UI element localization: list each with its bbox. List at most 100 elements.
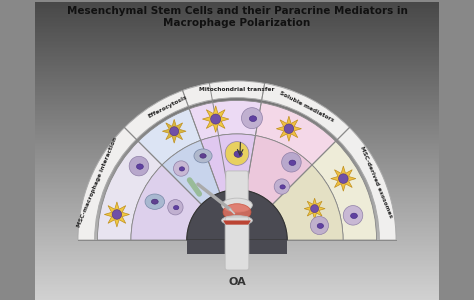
Polygon shape [35, 148, 439, 150]
Polygon shape [35, 218, 439, 219]
Circle shape [284, 124, 294, 134]
Polygon shape [35, 44, 439, 45]
Polygon shape [35, 174, 439, 176]
Polygon shape [163, 119, 186, 143]
Polygon shape [35, 196, 439, 198]
Polygon shape [35, 12, 439, 14]
Polygon shape [35, 102, 439, 104]
Polygon shape [35, 260, 439, 261]
Polygon shape [35, 177, 439, 178]
Polygon shape [35, 282, 439, 284]
Polygon shape [35, 128, 439, 129]
Circle shape [310, 216, 328, 235]
Circle shape [129, 156, 149, 176]
Polygon shape [35, 14, 439, 15]
Polygon shape [35, 150, 439, 152]
Polygon shape [35, 256, 439, 258]
Polygon shape [202, 106, 229, 132]
Polygon shape [35, 54, 439, 56]
Polygon shape [35, 18, 439, 20]
Polygon shape [104, 202, 129, 227]
Polygon shape [35, 154, 439, 156]
Polygon shape [35, 32, 439, 33]
Polygon shape [35, 204, 439, 206]
Polygon shape [35, 258, 439, 260]
Polygon shape [35, 34, 439, 36]
Ellipse shape [194, 149, 212, 163]
Polygon shape [35, 171, 439, 172]
Polygon shape [304, 198, 325, 219]
Polygon shape [35, 82, 439, 84]
Polygon shape [35, 98, 439, 99]
Polygon shape [35, 4, 439, 6]
Polygon shape [187, 240, 287, 254]
Polygon shape [35, 2, 439, 3]
Polygon shape [35, 264, 439, 266]
Polygon shape [35, 3, 439, 4]
Polygon shape [35, 240, 439, 242]
Polygon shape [35, 182, 439, 183]
Polygon shape [35, 266, 439, 267]
Polygon shape [35, 46, 439, 48]
Circle shape [225, 142, 249, 165]
Polygon shape [35, 153, 439, 154]
Polygon shape [35, 24, 439, 26]
Polygon shape [35, 130, 439, 132]
Polygon shape [35, 61, 439, 63]
Polygon shape [35, 230, 439, 231]
Polygon shape [35, 236, 439, 237]
Ellipse shape [151, 199, 158, 204]
Wedge shape [255, 103, 336, 165]
Polygon shape [35, 126, 439, 128]
Ellipse shape [351, 213, 357, 218]
Text: MSC-derived exosomes: MSC-derived exosomes [359, 146, 393, 219]
Polygon shape [35, 232, 439, 234]
Polygon shape [35, 140, 439, 141]
Polygon shape [35, 165, 439, 166]
Polygon shape [35, 69, 439, 70]
Polygon shape [35, 120, 439, 122]
Polygon shape [35, 124, 439, 126]
Polygon shape [35, 132, 439, 134]
Polygon shape [35, 172, 439, 174]
Polygon shape [35, 11, 439, 12]
Polygon shape [35, 103, 439, 105]
Polygon shape [35, 248, 439, 249]
Polygon shape [35, 201, 439, 202]
Ellipse shape [234, 151, 242, 157]
Polygon shape [35, 152, 439, 153]
Polygon shape [35, 169, 439, 171]
Polygon shape [35, 78, 439, 80]
Ellipse shape [289, 160, 296, 166]
Polygon shape [35, 114, 439, 116]
Polygon shape [35, 160, 439, 162]
Polygon shape [35, 202, 439, 204]
Ellipse shape [137, 164, 143, 169]
Polygon shape [35, 280, 439, 282]
Polygon shape [35, 284, 439, 285]
Polygon shape [35, 144, 439, 146]
Polygon shape [35, 189, 439, 190]
Polygon shape [35, 294, 439, 296]
Wedge shape [162, 136, 228, 205]
Polygon shape [35, 48, 439, 50]
Polygon shape [35, 190, 439, 192]
Ellipse shape [173, 206, 179, 210]
Polygon shape [35, 220, 439, 222]
Circle shape [338, 174, 348, 183]
Polygon shape [35, 243, 439, 244]
Polygon shape [35, 21, 439, 22]
Wedge shape [131, 165, 201, 240]
Polygon shape [35, 42, 439, 44]
Wedge shape [262, 83, 349, 140]
FancyBboxPatch shape [225, 217, 249, 270]
Polygon shape [35, 192, 439, 194]
Polygon shape [331, 166, 356, 191]
Polygon shape [35, 70, 439, 72]
Ellipse shape [222, 216, 252, 225]
Polygon shape [35, 288, 439, 290]
Polygon shape [35, 286, 439, 288]
Polygon shape [35, 261, 439, 262]
Polygon shape [35, 106, 439, 108]
Polygon shape [35, 184, 439, 186]
